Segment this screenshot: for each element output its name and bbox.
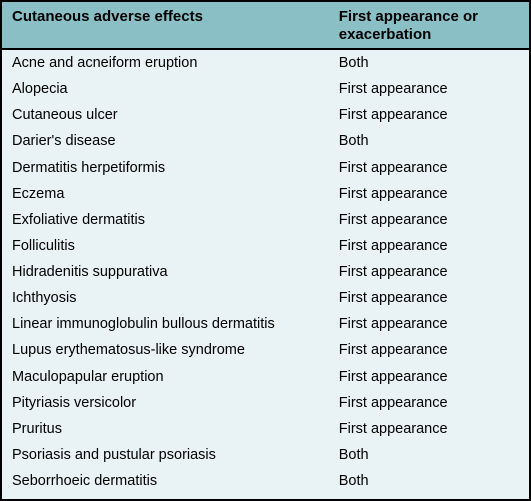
table-row: Maculopapular eruptionFirst appearance — [2, 364, 529, 390]
cell-appearance: Both — [329, 442, 529, 468]
cell-effect: Folliculitis — [2, 233, 329, 259]
cell-effect: Hidradenitis suppurativa — [2, 259, 329, 285]
header-col-2: First appearance or exacerbation — [329, 2, 529, 49]
table-row: Linear immunoglobulin bullous dermatitis… — [2, 311, 529, 337]
cell-effect: Pruritus — [2, 416, 329, 442]
cell-appearance: First appearance — [329, 181, 529, 207]
cell-effect: Maculopapular eruption — [2, 364, 329, 390]
table-row: Cutaneous ulcerFirst appearance — [2, 102, 529, 128]
cell-effect: Exfoliative dermatitis — [2, 207, 329, 233]
cell-effect: Pityriasis versicolor — [2, 390, 329, 416]
cell-appearance: First appearance — [329, 364, 529, 390]
cell-effect: Lupus erythematosus-like syndrome — [2, 337, 329, 363]
cell-effect: Seborrhoeic dermatitis — [2, 468, 329, 494]
table-row: Psoriasis and pustular psoriasisBoth — [2, 442, 529, 468]
table-row: AlopeciaFirst appearance — [2, 76, 529, 102]
adverse-effects-table: Cutaneous adverse effects First appearan… — [2, 2, 529, 494]
table-row: Hidradenitis suppurativaFirst appearance — [2, 259, 529, 285]
cell-appearance: First appearance — [329, 416, 529, 442]
cell-appearance: First appearance — [329, 390, 529, 416]
cell-appearance: First appearance — [329, 285, 529, 311]
header-row: Cutaneous adverse effects First appearan… — [2, 2, 529, 49]
cell-appearance: Both — [329, 128, 529, 154]
cell-appearance: First appearance — [329, 311, 529, 337]
table-row: Seborrhoeic dermatitisBoth — [2, 468, 529, 494]
table-row: Exfoliative dermatitisFirst appearance — [2, 207, 529, 233]
table-row: Lupus erythematosus-like syndromeFirst a… — [2, 337, 529, 363]
cell-appearance: First appearance — [329, 155, 529, 181]
cell-effect: Acne and acneiform eruption — [2, 49, 329, 76]
table-row: PruritusFirst appearance — [2, 416, 529, 442]
table-container: Cutaneous adverse effects First appearan… — [0, 0, 531, 501]
table-body: Acne and acneiform eruptionBoth Alopecia… — [2, 49, 529, 494]
table-row: EczemaFirst appearance — [2, 181, 529, 207]
table-row: Pityriasis versicolorFirst appearance — [2, 390, 529, 416]
cell-appearance: First appearance — [329, 337, 529, 363]
cell-effect: Ichthyosis — [2, 285, 329, 311]
cell-effect: Dermatitis herpetiformis — [2, 155, 329, 181]
cell-appearance: First appearance — [329, 233, 529, 259]
cell-effect: Cutaneous ulcer — [2, 102, 329, 128]
header-col-1: Cutaneous adverse effects — [2, 2, 329, 49]
cell-effect: Linear immunoglobulin bullous dermatitis — [2, 311, 329, 337]
cell-appearance: Both — [329, 468, 529, 494]
table-row: Darier's diseaseBoth — [2, 128, 529, 154]
table-row: Acne and acneiform eruptionBoth — [2, 49, 529, 76]
cell-effect: Darier's disease — [2, 128, 329, 154]
table-row: FolliculitisFirst appearance — [2, 233, 529, 259]
table-header: Cutaneous adverse effects First appearan… — [2, 2, 529, 49]
cell-effect: Psoriasis and pustular psoriasis — [2, 442, 329, 468]
cell-appearance: First appearance — [329, 76, 529, 102]
cell-appearance: First appearance — [329, 102, 529, 128]
cell-appearance: First appearance — [329, 259, 529, 285]
table-row: IchthyosisFirst appearance — [2, 285, 529, 311]
cell-appearance: First appearance — [329, 207, 529, 233]
table-row: Dermatitis herpetiformisFirst appearance — [2, 155, 529, 181]
cell-effect: Alopecia — [2, 76, 329, 102]
cell-effect: Eczema — [2, 181, 329, 207]
cell-appearance: Both — [329, 49, 529, 76]
